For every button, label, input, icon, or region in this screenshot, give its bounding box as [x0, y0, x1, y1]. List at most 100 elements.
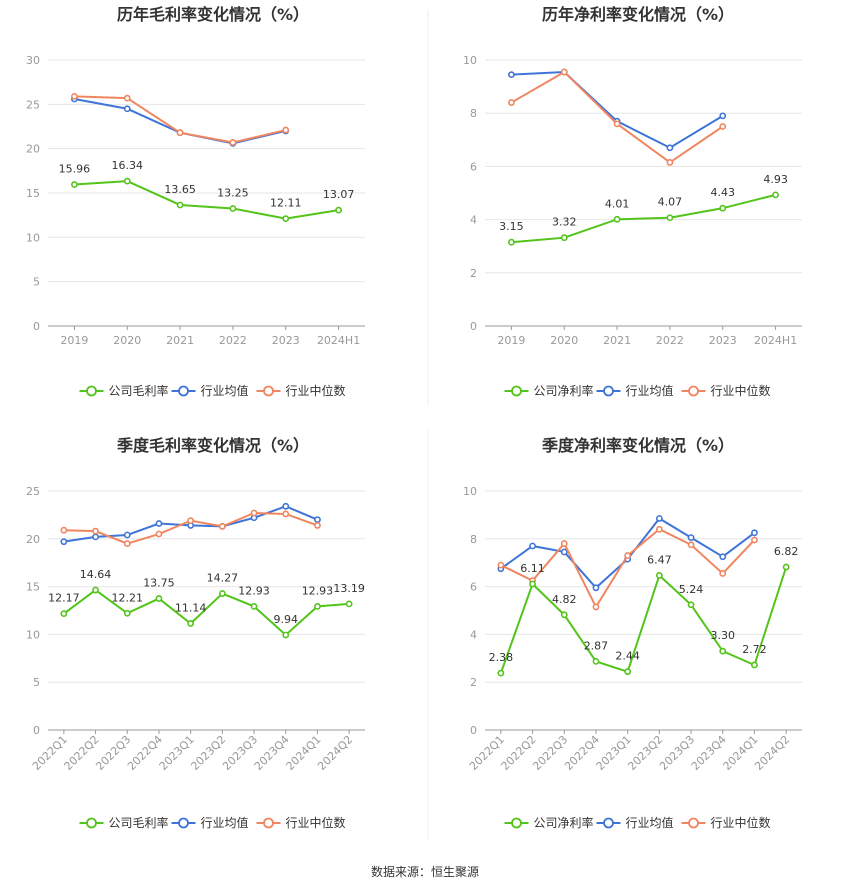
- legend-marker: [263, 385, 274, 397]
- data-point-company: [592, 658, 600, 665]
- data-point-company: [613, 215, 621, 223]
- data-point-industry_median: [282, 126, 290, 134]
- legend-marker: [688, 817, 699, 829]
- data-point-industry_median: [282, 510, 290, 518]
- data-point-company: [282, 215, 290, 223]
- data-point-industry_median: [719, 570, 727, 577]
- data-point-company: [719, 204, 727, 212]
- x-tick-label: 2023: [272, 334, 300, 347]
- x-tick-label: 2024Q2: [752, 733, 792, 773]
- data-label: 14.64: [80, 568, 112, 581]
- y-tick-label: 15: [26, 581, 40, 594]
- y-tick-label: 15: [26, 187, 40, 200]
- legend-marker: [511, 817, 522, 829]
- data-point-company: [123, 177, 131, 185]
- legend-marker: [86, 817, 97, 829]
- data-point-industry_median: [592, 603, 600, 611]
- data-label: 4.82: [552, 593, 577, 606]
- legend-label: 行业均值: [626, 383, 674, 398]
- data-label: 15.96: [59, 162, 91, 175]
- data-point-company: [187, 620, 195, 627]
- series-line-company: [499, 566, 788, 674]
- y-tick-label: 0: [33, 724, 40, 737]
- y-tick-label: 4: [470, 628, 477, 641]
- legend-label: 行业中位数: [286, 815, 346, 830]
- data-point-industry_median: [187, 517, 195, 525]
- legend-industry-avg: 行业均值: [171, 815, 249, 830]
- data-label: 12.17: [48, 592, 80, 605]
- data-label: 11.14: [175, 602, 207, 615]
- data-point-industry_avg: [655, 515, 663, 522]
- data-point-industry_median: [60, 526, 68, 534]
- data-point-industry_median: [687, 541, 695, 549]
- data-point-company: [229, 205, 237, 212]
- legend-label: 公司净利率: [534, 383, 594, 398]
- data-point-industry_median: [719, 123, 727, 130]
- data-label: 6.11: [520, 562, 545, 575]
- y-tick-label: 10: [463, 54, 477, 67]
- series-line-company: [63, 588, 350, 637]
- y-tick-label: 25: [26, 98, 40, 111]
- legend-company: 公司毛利率: [79, 383, 169, 398]
- y-tick-label: 20: [26, 533, 40, 546]
- data-point-industry_median: [613, 120, 621, 128]
- series-line-company: [74, 180, 339, 220]
- data-label: 9.94: [274, 613, 299, 626]
- y-tick-label: 8: [470, 107, 477, 120]
- y-tick-label: 4: [470, 214, 477, 227]
- data-point-industry_avg: [123, 105, 131, 113]
- data-point-industry_avg: [155, 520, 163, 527]
- data-point-company: [782, 563, 790, 571]
- legend-label: 公司净利率: [534, 815, 594, 830]
- legend-label: 行业均值: [201, 383, 249, 398]
- data-point-industry_median: [751, 536, 758, 544]
- legend-marker: [178, 385, 189, 397]
- x-tick-label: 2019: [497, 334, 525, 347]
- data-point-company: [666, 214, 674, 222]
- y-tick-label: 25: [26, 485, 40, 498]
- legend-industry-avg: 行业均值: [171, 383, 249, 398]
- y-tick-label: 20: [26, 143, 40, 156]
- data-label: 12.21: [112, 591, 144, 604]
- x-tick-label: 2021: [603, 334, 631, 347]
- y-tick-label: 5: [33, 676, 40, 689]
- data-point-company: [60, 610, 68, 618]
- data-label: 13.07: [323, 188, 355, 201]
- data-point-industry_avg: [314, 516, 321, 524]
- y-tick-label: 8: [470, 533, 477, 546]
- data-point-company: [497, 669, 505, 677]
- x-tick-label: 2024H1: [754, 334, 797, 347]
- data-label: 12.93: [238, 584, 270, 597]
- data-point-industry_median: [71, 92, 78, 100]
- data-point-company: [250, 602, 258, 610]
- data-point-industry_avg: [719, 553, 727, 561]
- chart-title: 历年净利率变化情况（%）: [542, 5, 734, 24]
- data-point-company: [508, 238, 515, 246]
- legend-marker: [263, 817, 274, 829]
- data-point-company: [560, 234, 568, 242]
- data-label: 3.30: [711, 629, 736, 642]
- data-label: 2.87: [584, 639, 609, 652]
- data-label: 14.27: [207, 572, 239, 585]
- data-point-company: [529, 580, 536, 588]
- legend-label: 公司毛利率: [109, 383, 169, 398]
- source-note: 数据来源：恒生聚源: [371, 864, 479, 879]
- data-point-industry_avg: [719, 112, 727, 120]
- series-line-company: [511, 193, 776, 244]
- chart-panel-3: 季度毛利率变化情况（%）05101520252022Q12022Q22022Q3…: [26, 436, 365, 830]
- legend-industry-median: 行业中位数: [681, 815, 771, 830]
- legend-label: 行业均值: [201, 815, 249, 830]
- data-label: 2.72: [742, 643, 767, 656]
- data-point-industry_median: [497, 561, 505, 569]
- y-tick-label: 30: [26, 54, 40, 67]
- y-tick-label: 2: [470, 267, 477, 280]
- data-point-industry_avg: [687, 534, 695, 542]
- legend-company: 公司毛利率: [79, 815, 169, 830]
- data-label: 3.15: [499, 220, 524, 233]
- data-point-company: [282, 631, 290, 639]
- y-tick-label: 0: [470, 320, 477, 333]
- legend-marker: [603, 817, 614, 829]
- legend-label: 行业中位数: [711, 815, 771, 830]
